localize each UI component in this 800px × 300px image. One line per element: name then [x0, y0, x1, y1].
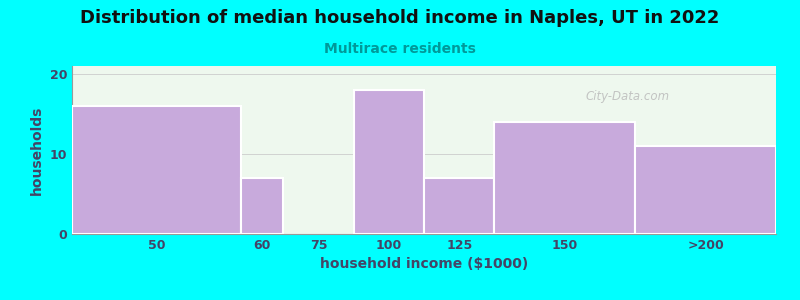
Bar	[494, 122, 635, 234]
Text: Multirace residents: Multirace residents	[324, 42, 476, 56]
X-axis label: household income ($1000): household income ($1000)	[320, 257, 528, 272]
Bar	[424, 178, 494, 234]
Bar	[635, 146, 776, 234]
Bar	[72, 106, 241, 234]
Bar	[241, 178, 283, 234]
Text: Distribution of median household income in Naples, UT in 2022: Distribution of median household income …	[80, 9, 720, 27]
Y-axis label: households: households	[30, 105, 44, 195]
Bar	[354, 90, 424, 234]
Text: City-Data.com: City-Data.com	[586, 90, 670, 103]
